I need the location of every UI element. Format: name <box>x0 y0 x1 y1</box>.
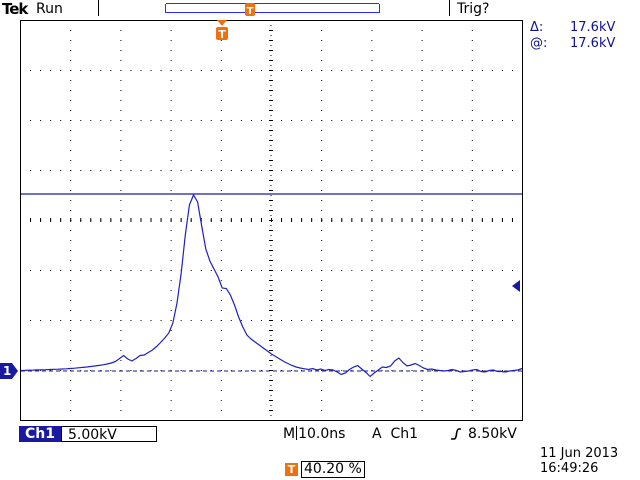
delta-cursor-value: 17.6kV <box>570 20 616 35</box>
graticule-grid <box>20 20 513 421</box>
waveform-graticule <box>20 20 523 421</box>
trigger-position-marker-icon: T <box>245 3 255 17</box>
tek-logo: Tek <box>2 0 28 18</box>
ch1-waveform-trace <box>20 193 523 378</box>
ch1-ground-marker-label: 1 <box>3 364 12 378</box>
status-divider <box>449 0 450 16</box>
ch1-ground-marker[interactable] <box>0 363 20 379</box>
timebase-divider <box>296 426 298 440</box>
trigger-position-readout[interactable]: 40.20 % <box>301 461 365 478</box>
svg-text:T: T <box>218 28 226 41</box>
trigger-point-marker-icon: T <box>216 20 228 41</box>
trigger-mode: A <box>372 426 382 442</box>
trigger-status: Trig? <box>457 1 490 17</box>
timebase-readout[interactable]: M 10.0ns <box>283 426 345 442</box>
graticule-center-ticks <box>20 20 513 421</box>
acquisition-status: Run <box>36 1 63 17</box>
rising-edge-icon <box>451 428 461 440</box>
at-cursor-label: @: <box>530 36 548 51</box>
delta-cursor-label: Δ: <box>530 20 544 35</box>
trigger-source: Ch1 <box>390 426 419 442</box>
ch1-volts-per-div[interactable]: 5.00kV <box>61 426 157 443</box>
status-divider <box>98 0 99 16</box>
trigger-position-icon: T <box>285 463 298 476</box>
ch1-label[interactable]: Ch1 <box>19 426 61 442</box>
trigger-level-arrow-icon[interactable] <box>511 280 521 292</box>
svg-text:T: T <box>247 6 254 17</box>
record-view-bar <box>165 3 380 13</box>
at-cursor-value: 17.6kV <box>570 36 616 51</box>
trigger-level-readout[interactable]: 8.50kV <box>468 426 517 442</box>
time-readout: 16:49:26 <box>540 461 599 476</box>
trigger-readout[interactable]: A Ch1 <box>372 426 418 442</box>
date-readout: 11 Jun 2013 <box>540 446 619 461</box>
timebase-value: 10.0ns <box>298 426 346 442</box>
timebase-prefix: M <box>283 426 296 442</box>
status-bar: Tek Run T Trig? <box>0 0 640 20</box>
